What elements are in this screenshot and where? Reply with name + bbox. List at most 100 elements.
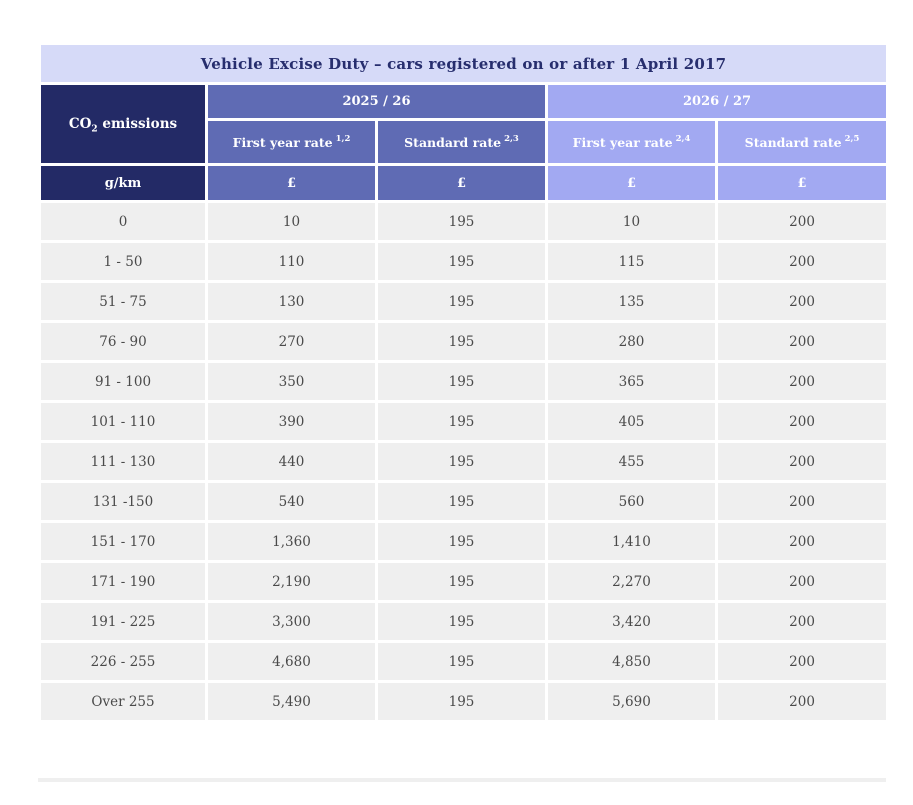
vehicle-excise-duty-table: Vehicle Excise Duty – cars registered on… (37, 42, 890, 723)
unit-header-pound: £ (714, 163, 890, 203)
value-cell: 4,680 (205, 640, 378, 683)
co2-label-suffix: emissions (97, 116, 178, 132)
value-cell: 3,300 (205, 600, 378, 643)
value-cell: 2,190 (205, 560, 378, 603)
value-cell: 195 (375, 480, 548, 523)
table-row: 76 - 90 270 195 280 200 (38, 320, 890, 363)
table-row: 191 - 225 3,300 195 3,420 200 (38, 600, 890, 643)
band-cell: 171 - 190 (38, 560, 208, 603)
table-row: 171 - 190 2,190 195 2,270 200 (38, 560, 890, 603)
co2-subscript: 2 (91, 124, 98, 135)
partial-next-row-strip (38, 778, 886, 782)
value-cell: 200 (714, 280, 890, 323)
band-cell: 101 - 110 (38, 400, 208, 443)
value-cell: 440 (205, 440, 378, 483)
value-cell: 1,410 (545, 520, 718, 563)
value-cell: 455 (545, 440, 718, 483)
value-cell: 110 (205, 240, 378, 283)
value-cell: 130 (205, 280, 378, 323)
table-row: 91 - 100 350 195 365 200 (38, 360, 890, 403)
value-cell: 195 (375, 360, 548, 403)
value-cell: 195 (375, 560, 548, 603)
col-header-first-year-rate-2025: First year rate 1,2 (205, 118, 378, 166)
value-cell: 405 (545, 400, 718, 443)
value-cell: 280 (545, 320, 718, 363)
co2-label-prefix: CO (68, 116, 92, 132)
value-cell: 200 (714, 360, 890, 403)
band-cell: 111 - 130 (38, 440, 208, 483)
year-group-2025-26: 2025 / 26 (205, 82, 548, 121)
value-cell: 365 (545, 360, 718, 403)
col-header-label: First year rate (232, 134, 333, 150)
value-cell: 1,360 (205, 520, 378, 563)
footnote-superscript: 2,3 (504, 134, 519, 145)
band-cell: 151 - 170 (38, 520, 208, 563)
table-title: Vehicle Excise Duty – cars registered on… (37, 42, 890, 85)
table-row: 101 - 110 390 195 405 200 (38, 400, 890, 443)
table-row: 131 -150 540 195 560 200 (38, 480, 890, 523)
value-cell: 115 (545, 240, 718, 283)
value-cell: 200 (714, 240, 890, 283)
value-cell: 350 (205, 360, 378, 403)
table-row: 151 - 170 1,360 195 1,410 200 (38, 520, 890, 563)
value-cell: 195 (375, 280, 548, 323)
value-cell: 200 (714, 440, 890, 483)
value-cell: 200 (714, 320, 890, 363)
col-header-standard-rate-2025: Standard rate 2,3 (375, 118, 548, 166)
value-cell: 195 (375, 640, 548, 683)
value-cell: 195 (375, 440, 548, 483)
band-cell: 91 - 100 (38, 360, 208, 403)
table-row: Over 255 5,490 195 5,690 200 (38, 680, 890, 723)
band-cell: 226 - 255 (38, 640, 208, 683)
value-cell: 195 (375, 680, 548, 723)
value-cell: 200 (714, 520, 890, 563)
value-cell: 135 (545, 280, 718, 323)
table-row: 226 - 255 4,680 195 4,850 200 (38, 640, 890, 683)
value-cell: 195 (375, 520, 548, 563)
value-cell: 200 (714, 480, 890, 523)
col-header-first-year-rate-2026: First year rate 2,4 (545, 118, 718, 166)
unit-header-pound: £ (375, 163, 548, 203)
table-row: 0 10 195 10 200 (38, 200, 890, 243)
value-cell: 200 (714, 640, 890, 683)
value-cell: 195 (375, 240, 548, 283)
band-cell: Over 255 (38, 680, 208, 723)
unit-header-gkm: g/km (38, 163, 208, 203)
value-cell: 200 (714, 200, 890, 243)
value-cell: 560 (545, 480, 718, 523)
year-group-2026-27: 2026 / 27 (544, 82, 890, 121)
value-cell: 10 (545, 200, 718, 243)
band-cell: 51 - 75 (38, 280, 208, 323)
band-cell: 191 - 225 (38, 600, 208, 643)
value-cell: 195 (375, 400, 548, 443)
value-cell: 200 (714, 600, 890, 643)
value-cell: 390 (205, 400, 378, 443)
value-cell: 5,690 (545, 680, 718, 723)
table-row: 51 - 75 130 195 135 200 (38, 280, 890, 323)
footnote-superscript: 2,5 (844, 134, 860, 145)
value-cell: 3,420 (545, 600, 718, 643)
unit-header-pound: £ (205, 163, 378, 203)
value-cell: 2,270 (545, 560, 718, 603)
band-cell: 1 - 50 (38, 240, 208, 283)
value-cell: 10 (205, 200, 378, 243)
unit-header-pound: £ (545, 163, 718, 203)
value-cell: 200 (714, 400, 890, 443)
value-cell: 200 (714, 560, 890, 603)
footnote-superscript: 2,4 (675, 134, 691, 145)
table-row: 111 - 130 440 195 455 200 (38, 440, 890, 483)
value-cell: 195 (375, 600, 548, 643)
value-cell: 200 (714, 680, 890, 723)
value-cell: 540 (205, 480, 378, 523)
col-header-label: Standard rate (404, 134, 502, 150)
value-cell: 195 (375, 320, 548, 363)
band-cell: 0 (38, 200, 208, 243)
band-cell: 131 -150 (38, 480, 208, 523)
footnote-superscript: 1,2 (335, 134, 351, 145)
table-row: 1 - 50 110 195 115 200 (38, 240, 890, 283)
value-cell: 195 (375, 200, 548, 243)
value-cell: 5,490 (205, 680, 378, 723)
value-cell: 4,850 (545, 640, 718, 683)
co2-emissions-header: CO2 emissions (38, 82, 208, 166)
